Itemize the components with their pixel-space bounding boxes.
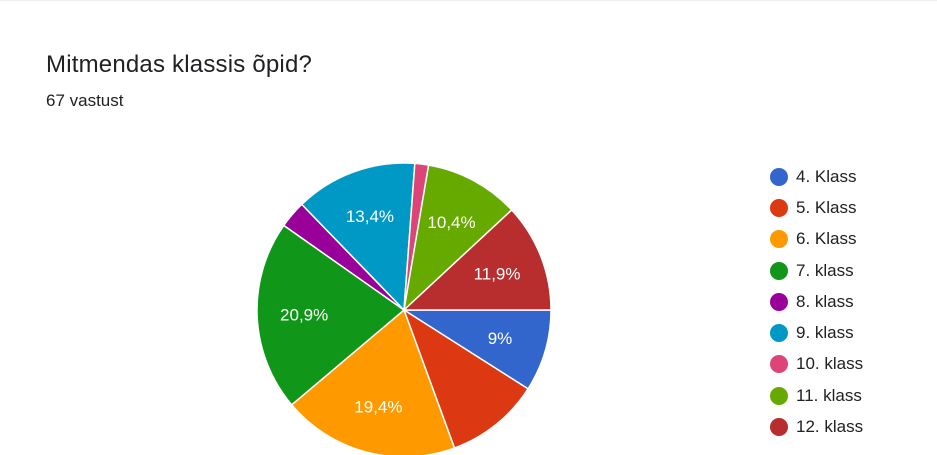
legend-item-12-klass[interactable]: 12. klass	[770, 411, 863, 442]
chart-legend: 4. Klass 5. Klass 6. Klass 7. klass 8. klass…	[770, 161, 863, 443]
pie-slice-6-klass[interactable]	[290, 308, 456, 455]
slice-label-6-klass: 19,4%	[354, 398, 402, 417]
slice-label-7-klass: 20,9%	[280, 305, 328, 324]
slice-label-4-klass: 9%	[488, 329, 513, 348]
pie-slice-7-klass[interactable]	[256, 224, 406, 406]
legend-item-7-klass[interactable]: 7. klass	[770, 255, 863, 286]
legend-item-10-klass[interactable]: 10. klass	[770, 349, 863, 380]
legend-label: 5. Klass	[796, 197, 857, 217]
legend-item-9-klass[interactable]: 9. klass	[770, 317, 863, 348]
pie-slice-11-klass[interactable]	[402, 164, 513, 313]
pie-slice-5-klass[interactable]	[402, 308, 530, 450]
legend-item-5-klass[interactable]: 5. Klass	[770, 192, 863, 223]
legend-swatch-icon	[770, 324, 788, 343]
question-title: Mitmendas klassis õpid?	[46, 51, 313, 78]
pie-slice-9-klass[interactable]	[300, 162, 416, 312]
legend-swatch-icon	[770, 292, 788, 311]
slice-label-9-klass: 13,4%	[346, 207, 394, 226]
legend-swatch-icon	[770, 355, 788, 374]
legend-swatch-icon	[770, 418, 788, 437]
legend-item-11-klass[interactable]: 11. klass	[770, 380, 863, 411]
legend-label: 8. klass	[796, 291, 854, 311]
legend-label: 7. klass	[796, 260, 854, 280]
legend-label: 12. klass	[796, 417, 864, 437]
legend-swatch-icon	[770, 261, 788, 280]
legend-label: 4. Klass	[796, 166, 857, 186]
legend-item-6-klass[interactable]: 6. Klass	[770, 224, 863, 255]
legend-item-4-klass[interactable]: 4. Klass	[770, 161, 863, 192]
pie-slice-4-klass[interactable]	[401, 309, 552, 390]
legend-label: 6. Klass	[796, 229, 857, 249]
response-count: 67 vastust	[46, 91, 124, 110]
pie-slice-12-klass[interactable]	[402, 208, 552, 311]
legend-label: 10. klass	[796, 354, 864, 374]
slice-label-12-klass: 11,9%	[474, 264, 521, 283]
legend-item-8-klass[interactable]: 8. klass	[770, 286, 863, 317]
legend-swatch-icon	[770, 386, 788, 405]
legend-swatch-icon	[770, 230, 788, 249]
legend-label: 11. klass	[796, 385, 862, 405]
slice-label-11-klass: 10,4%	[427, 213, 475, 232]
legend-label: 9. klass	[796, 323, 854, 343]
legend-swatch-icon	[770, 167, 788, 186]
legend-swatch-icon	[770, 198, 788, 217]
